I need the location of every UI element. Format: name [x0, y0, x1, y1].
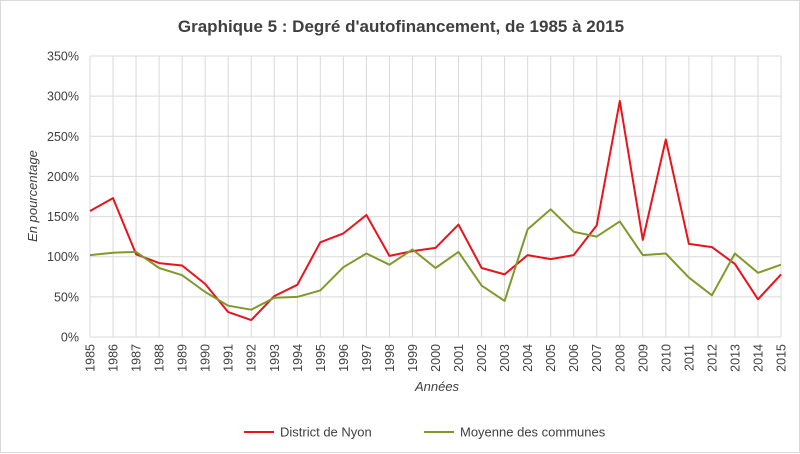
- x-tick-label: 1987: [130, 344, 144, 372]
- x-tick-label: 2001: [452, 344, 466, 372]
- x-tick-label: 2008: [613, 344, 627, 372]
- x-tick-label: 2007: [590, 344, 604, 372]
- x-tick-label: 1992: [245, 344, 259, 372]
- x-tick-label: 2010: [659, 344, 673, 372]
- x-tick-label: 1990: [199, 344, 213, 372]
- x-tick-label: 2006: [567, 344, 581, 372]
- x-tick-label: 1995: [314, 344, 328, 372]
- x-tick-label: 1994: [291, 344, 305, 372]
- x-tick-label: 1988: [153, 344, 167, 372]
- series-line: [89, 208, 782, 311]
- y-tick-label: 350%: [47, 50, 79, 64]
- x-tick-label: 2002: [475, 344, 489, 372]
- y-tick-label: 300%: [47, 90, 79, 104]
- x-tick-label: 2000: [429, 344, 443, 372]
- x-tick-label: 1999: [406, 344, 420, 372]
- legend-label: District de Nyon: [280, 425, 372, 440]
- x-tick-label: 1997: [360, 344, 374, 372]
- x-tick-label: 2014: [751, 344, 765, 372]
- x-tick-label: 1989: [176, 344, 190, 372]
- x-tick-label: 1986: [107, 344, 121, 372]
- x-tick-label: 2005: [544, 344, 558, 372]
- x-tick-label: 1998: [383, 344, 397, 372]
- x-axis-ticks: 1985 1986 1987 1988 1989 1990 1991 1992 1993 1994…: [84, 344, 789, 372]
- x-tick-label: 1991: [222, 344, 236, 372]
- y-tick-label: 250%: [47, 130, 79, 144]
- series-lines: [89, 100, 782, 322]
- x-tick-label: 2015: [775, 344, 789, 372]
- y-tick-label: 50%: [54, 290, 79, 304]
- x-tick-label: 2013: [728, 344, 742, 372]
- x-tick-label: 2009: [636, 344, 650, 372]
- gridlines: [89, 55, 782, 338]
- y-axis-ticks: 0% 50% 100% 150% 200% 250% 300% 350%: [47, 50, 79, 345]
- x-tick-label: 2011: [682, 344, 696, 371]
- chart-title: Graphique 5 : Degré d'autofinancement, d…: [178, 17, 624, 36]
- legend: District de Nyon Moyenne des communes: [244, 425, 606, 440]
- x-tick-label: 1996: [337, 344, 351, 372]
- y-axis-title: En pourcentage: [25, 150, 40, 242]
- y-tick-label: 200%: [47, 170, 79, 184]
- x-tick-label: 2004: [521, 344, 535, 372]
- x-tick-label: 2012: [705, 344, 719, 372]
- y-tick-label: 150%: [47, 210, 79, 224]
- x-tick-label: 1985: [84, 344, 98, 372]
- series-line: [89, 100, 782, 322]
- y-tick-label: 0%: [61, 331, 79, 345]
- x-axis-title: Années: [414, 379, 460, 394]
- x-tick-label: 1993: [268, 344, 282, 372]
- legend-label: Moyenne des communes: [460, 425, 606, 440]
- x-tick-label: 2003: [498, 344, 512, 372]
- y-tick-label: 100%: [47, 250, 79, 264]
